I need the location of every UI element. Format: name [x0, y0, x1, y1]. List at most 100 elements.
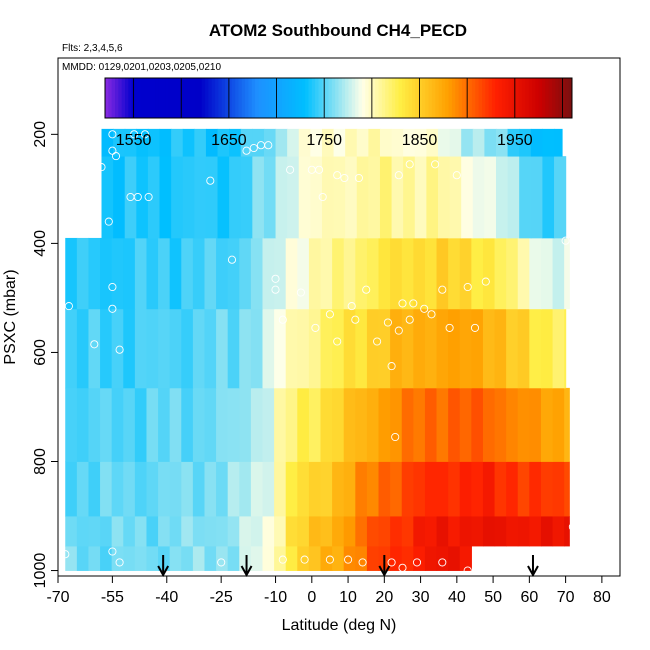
colorbar-segment [251, 78, 256, 118]
sample-point [383, 318, 392, 327]
field-cell [401, 516, 414, 547]
colorbar-segment [551, 78, 556, 118]
x-axis: -70 -55 -40 -25 -10 0 10 20 30 40 50 60 70 80 [46, 575, 620, 606]
field-cell [146, 308, 159, 389]
colorbar-segment [271, 78, 276, 118]
colorbar-segment [231, 78, 236, 118]
colorbar-segment [421, 78, 426, 118]
field-cell [378, 237, 391, 310]
colorbar-segment [508, 78, 513, 118]
field-cell [459, 546, 472, 571]
field-cell [297, 516, 310, 547]
colorbar-segment [468, 78, 473, 118]
field-cell [194, 156, 207, 239]
field-cell [216, 237, 229, 310]
field-cell [391, 128, 404, 157]
field-cell [424, 516, 438, 547]
colorbar-label: 1950 [497, 132, 533, 149]
colorbar-segment [115, 78, 119, 118]
sample-point [445, 323, 454, 332]
field-cell [529, 387, 542, 462]
field-cell [552, 308, 565, 389]
field-cell [542, 156, 555, 239]
field-cell [298, 128, 311, 157]
field-cell [484, 128, 497, 157]
field-cell [540, 516, 554, 547]
colorbar-segment [525, 78, 530, 118]
colorbar-segment [118, 78, 123, 118]
field-cell [564, 461, 570, 517]
field-cell [262, 516, 275, 547]
plot-area: MMDD: 0129,0201,0203,0205,0210 [57, 57, 621, 578]
field-cell [472, 128, 485, 157]
sample-point [311, 323, 320, 332]
field-cell [100, 461, 113, 517]
colorbar-label: 1550 [116, 132, 152, 149]
field-cell [239, 308, 252, 389]
colorbar-segment [321, 78, 326, 118]
field-cell [134, 461, 148, 517]
field-cell [262, 461, 275, 517]
colorbar-segment [558, 78, 563, 118]
sample-point [358, 558, 367, 567]
colorbar-segment [431, 78, 436, 118]
field-cell [401, 308, 414, 389]
field-cell [320, 387, 333, 462]
colorbar-segment [318, 78, 323, 118]
field-cell [542, 128, 555, 157]
sample-point [296, 288, 305, 297]
colorbar-label: 1650 [211, 132, 247, 149]
sample-point [561, 236, 570, 245]
x-tick-label: 30 [412, 589, 430, 606]
colorbar-segment [388, 78, 393, 118]
field-cell [262, 237, 275, 310]
sample-point [452, 171, 461, 180]
field-cell [88, 308, 101, 389]
field-cell [436, 461, 449, 517]
colorbar-divisions [133, 78, 563, 118]
colorbar-segment [328, 78, 333, 118]
field-cell [65, 516, 78, 547]
colorbar-segment [228, 78, 233, 118]
field-cell [391, 156, 404, 239]
field-cell [123, 461, 136, 517]
field-cell [297, 308, 310, 389]
field-cell [181, 546, 194, 571]
field-cell [217, 156, 230, 239]
x-tick-label: -55 [101, 589, 124, 606]
field-cell [496, 156, 509, 239]
colorbar-segment [515, 78, 520, 118]
field-cell [436, 308, 449, 389]
sample-point [412, 558, 422, 567]
field-cell [494, 308, 507, 389]
field-cell [320, 237, 333, 310]
field-cell [390, 461, 403, 517]
colorbar-segment [495, 78, 500, 118]
colorbar-segment [121, 78, 126, 118]
field-cell [239, 237, 252, 310]
field-cell [76, 516, 90, 547]
colorbar-segment [395, 78, 400, 118]
field-cell [366, 461, 380, 517]
field-cell [192, 237, 206, 310]
y-axis: 200 400 600 800 1000 [32, 58, 59, 588]
field-cell [134, 516, 148, 547]
field-cell [252, 156, 265, 239]
ch4-field [65, 128, 570, 571]
colorbar-segment [105, 78, 109, 118]
dates-note: MMDD: 0129,0201,0203,0205,0210 [62, 62, 221, 73]
colorbar-segment [391, 78, 396, 118]
colorbar-fill [105, 78, 573, 118]
field-cell [250, 387, 264, 462]
field-cell [297, 237, 310, 310]
field-cell [403, 128, 416, 157]
field-cell [263, 156, 277, 239]
field-cell [205, 128, 219, 157]
field-cell [171, 128, 184, 157]
field-cell [390, 387, 403, 462]
sample-point [398, 563, 407, 572]
field-cell [355, 237, 368, 310]
field-cell [169, 546, 182, 571]
field-cell [216, 387, 229, 462]
field-cell [134, 237, 148, 310]
